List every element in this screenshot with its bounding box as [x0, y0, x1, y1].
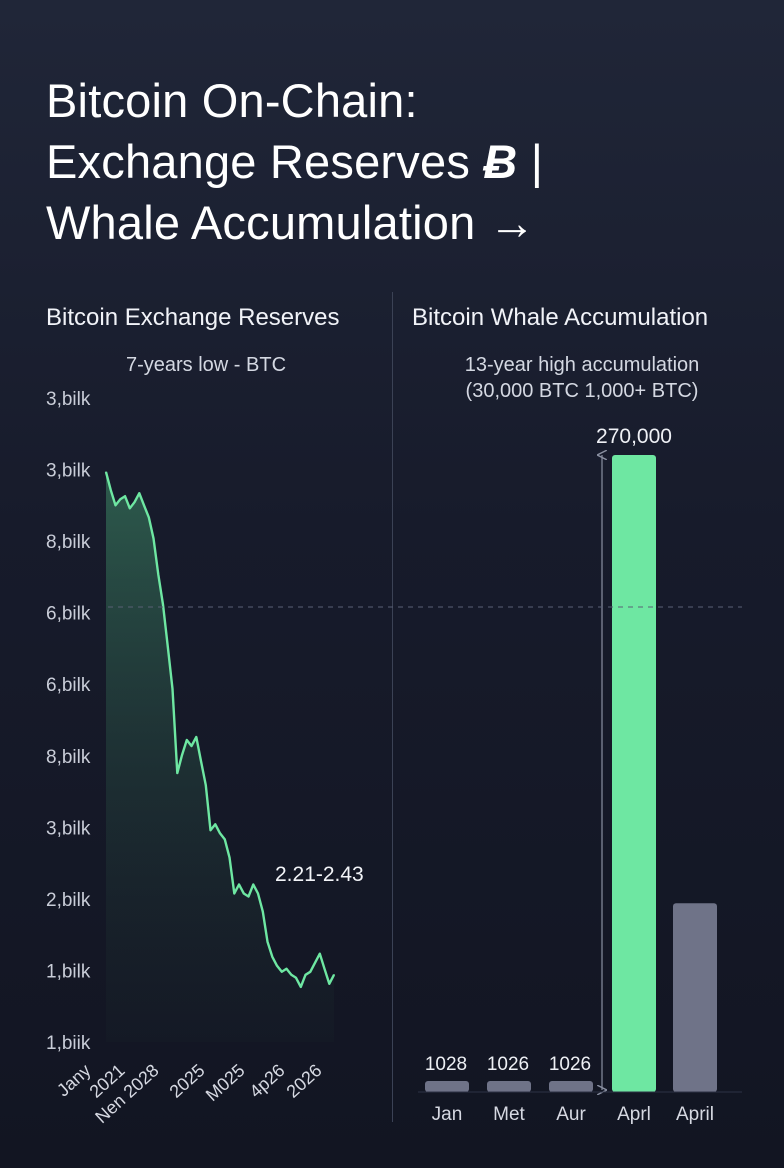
- reserves-data-point: [147, 516, 150, 519]
- y-tick-label: 6,bilk: [46, 675, 91, 696]
- reserves-data-point: [219, 832, 221, 835]
- bitcoin-symbol-icon: Ƀ: [483, 135, 518, 188]
- x-category-label: Met: [493, 1104, 525, 1125]
- y-tick-label: 3,bilk: [46, 461, 91, 482]
- reserves-data-point: [143, 504, 145, 507]
- reserves-data-point: [257, 892, 259, 895]
- reserves-data-point: [304, 974, 307, 976]
- reserves-data-point: [209, 829, 212, 832]
- title-line-1: Bitcoin On-Chain:: [46, 74, 418, 127]
- x-category-label: Aprl: [617, 1104, 651, 1125]
- bar-aur: [549, 1081, 593, 1092]
- reserves-data-point: [138, 492, 141, 495]
- reserves-data-point: [280, 971, 283, 973]
- reserves-data-point: [295, 977, 297, 979]
- reserves-data-point: [328, 983, 331, 985]
- reserves-data-point: [290, 974, 293, 976]
- reserves-data-point: [266, 940, 269, 943]
- title-line-3: Whale Accumulation →: [46, 196, 536, 249]
- reserves-data-point: [190, 745, 193, 747]
- bar-value-label: 1028: [425, 1054, 467, 1075]
- reserves-data-point: [228, 856, 231, 859]
- reserves-data-point: [242, 892, 245, 895]
- reserves-data-point: [299, 986, 302, 988]
- y-tick-label: 3,bilk: [46, 818, 91, 839]
- whale-subtitle-line-1: 13-year high accumulation: [464, 354, 700, 376]
- reserves-data-point: [285, 967, 288, 970]
- reserves-data-point: [166, 645, 169, 648]
- whale-chart-title: Bitcoin Whale Accumulation: [412, 304, 709, 331]
- reserves-data-point: [271, 955, 274, 958]
- x-category-label: Aur: [556, 1104, 586, 1125]
- reserves-data-point: [204, 784, 207, 786]
- reserves-data-point: [323, 967, 326, 970]
- reserves-data-point: [119, 498, 122, 501]
- reserves-data-point: [114, 504, 117, 507]
- reserves-chart-subtitle: 7-years low - BTC: [125, 354, 287, 376]
- y-tick-label: 8,bilk: [46, 532, 91, 553]
- x-tick-label: 2025: [166, 1060, 209, 1102]
- bar-value-label: 270,000: [596, 425, 672, 448]
- reserves-data-point: [124, 495, 126, 498]
- x-category-label: Jan: [432, 1104, 463, 1125]
- reserves-data-point: [171, 688, 174, 690]
- reserves-annotation: 2.21-2.43: [275, 863, 364, 886]
- y-tick-label: 3,bilk: [46, 389, 91, 410]
- x-category-label: April: [676, 1104, 714, 1125]
- reserves-data-point: [238, 883, 240, 886]
- y-tick-label: 1,biik: [46, 1033, 91, 1054]
- y-tick-label: 8,bilk: [46, 747, 91, 768]
- reserves-data-point: [105, 471, 107, 473]
- y-tick-label: 6,bilk: [46, 604, 91, 625]
- reserves-data-point: [314, 961, 316, 964]
- reserves-data-point: [223, 838, 226, 841]
- reserves-data-point: [309, 971, 312, 973]
- reserves-data-point: [133, 501, 136, 504]
- reserves-data-point: [276, 964, 278, 967]
- bar-value-label: 1026: [487, 1054, 529, 1075]
- reserves-data-point: [333, 974, 335, 976]
- reserves-chart-title: Bitcoin Exchange Reserves: [46, 304, 340, 331]
- x-tick-label: Jany: [53, 1060, 95, 1100]
- whale-subtitle-line-2: (30,000 BTC 1,000+ BTC): [465, 380, 699, 402]
- reserves-chart: 3,bilk 3,bilk 8,bilk 6,bilk 6,bilk 8,bilk 3,bi…: [46, 389, 364, 1127]
- reserves-data-point: [128, 507, 131, 510]
- x-tick-label: 2026: [283, 1060, 326, 1102]
- x-tick-label: 4p26: [246, 1060, 289, 1102]
- panel-divider: [392, 292, 393, 1122]
- whale-chart: 1028 Jan 1026 Met 1026 Aur 270,000 Aprl April: [418, 425, 742, 1125]
- y-tick-label: 2,bilk: [46, 890, 91, 911]
- x-tick-label: M025: [202, 1060, 249, 1105]
- reserves-data-point: [233, 892, 236, 895]
- reserves-data-point: [247, 895, 250, 898]
- reserves-data-point: [162, 603, 164, 606]
- reserves-data-point: [176, 772, 179, 774]
- page-title: Bitcoin On-Chain: Exchange Reserves Ƀ | …: [46, 70, 746, 253]
- reserves-data-point: [195, 736, 198, 738]
- reserves-data-point: [200, 760, 202, 762]
- reserves-data-point: [318, 952, 321, 955]
- reserves-data-point: [261, 910, 264, 913]
- reserves-data-point: [214, 823, 217, 826]
- title-line-2-text: Exchange Reserves: [46, 135, 484, 188]
- y-tick-label: 1,bilk: [46, 961, 91, 982]
- reserves-area-fill: [106, 472, 334, 1043]
- whale-chart-subtitle: 13-year high accumulation (30,000 BTC 1,…: [412, 352, 752, 404]
- reserves-data-point: [185, 739, 188, 741]
- reserves-data-point: [181, 754, 183, 756]
- reserves-data-point: [157, 573, 160, 576]
- reserves-data-point: [252, 883, 255, 886]
- title-separator: |: [517, 135, 544, 188]
- reserves-data-point: [152, 537, 155, 540]
- bar-jan: [425, 1081, 469, 1092]
- bar-april: [673, 903, 717, 1092]
- bar-aprl: [612, 455, 656, 1092]
- bar-met: [487, 1081, 531, 1092]
- title-line-2: Exchange Reserves Ƀ |: [46, 131, 746, 192]
- reserves-data-point: [109, 489, 112, 492]
- bar-value-label: 1026: [549, 1054, 591, 1075]
